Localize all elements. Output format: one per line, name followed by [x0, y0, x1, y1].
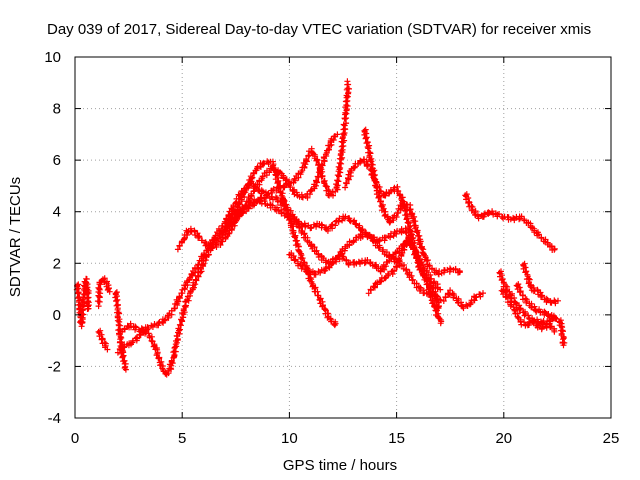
y-tick-label: 2: [53, 255, 61, 272]
series-arc-10: [286, 235, 415, 278]
plus-markers: [112, 289, 129, 373]
series-arc-8: [217, 158, 339, 329]
series-arc-14: [440, 287, 486, 312]
plus-markers: [174, 131, 341, 253]
x-tick-label: 15: [388, 430, 405, 447]
series-arc-3: [95, 327, 111, 353]
grid: [75, 57, 611, 418]
plus-markers: [513, 281, 559, 322]
plus-markers: [222, 78, 352, 227]
x-tick-label: 25: [603, 430, 620, 447]
plus-markers: [94, 275, 113, 310]
x-tick-label: 20: [495, 430, 512, 447]
plus-markers: [498, 286, 560, 329]
plus-markers: [73, 275, 92, 330]
y-tick-label: 10: [44, 49, 61, 66]
series-arc-2: [94, 275, 113, 310]
data-points: [73, 78, 568, 378]
y-tick-label: -2: [48, 358, 61, 375]
y-tick-label: 6: [53, 152, 61, 169]
series-arc-5: [114, 196, 444, 378]
x-tick-label: 0: [71, 430, 79, 447]
series-arc-20: [556, 317, 568, 349]
series-arc-17: [498, 286, 560, 329]
y-axis-label: SDTVAR / TECUs: [7, 177, 24, 297]
series-arc-19: [520, 260, 561, 307]
series-arc-15: [462, 191, 558, 253]
plus-markers: [217, 158, 339, 329]
series-arc-18: [513, 281, 559, 322]
plus-markers: [462, 191, 558, 253]
series-arc-13: [365, 237, 445, 327]
axis-ticks: 0 5 10 15 20 25 -4 -2 0 2 4 6 8 10: [44, 49, 619, 447]
chart-title: Day 039 of 2017, Sidereal Day-to-day VTE…: [47, 21, 591, 38]
plus-markers: [95, 327, 111, 353]
y-tick-label: 0: [53, 307, 61, 324]
y-tick-label: -4: [48, 410, 61, 427]
x-tick-label: 5: [178, 430, 186, 447]
plus-markers: [361, 126, 463, 278]
series-arc-1: [73, 275, 92, 330]
plus-markers: [520, 260, 561, 307]
series-arc-4: [112, 289, 129, 373]
plus-markers: [440, 287, 486, 312]
x-axis-label: GPS time / hours: [283, 457, 397, 474]
series-arc-7: [174, 131, 341, 253]
plus-markers: [556, 317, 568, 349]
plus-markers: [114, 196, 444, 378]
plot-frame: [74, 56, 612, 419]
plus-markers: [365, 237, 445, 327]
series-arc-12: [361, 126, 463, 278]
plus-markers: [286, 235, 415, 278]
y-tick-label: 4: [53, 204, 61, 221]
x-tick-label: 10: [281, 430, 298, 447]
series-arc-9: [222, 78, 352, 227]
y-tick-label: 8: [53, 101, 61, 118]
